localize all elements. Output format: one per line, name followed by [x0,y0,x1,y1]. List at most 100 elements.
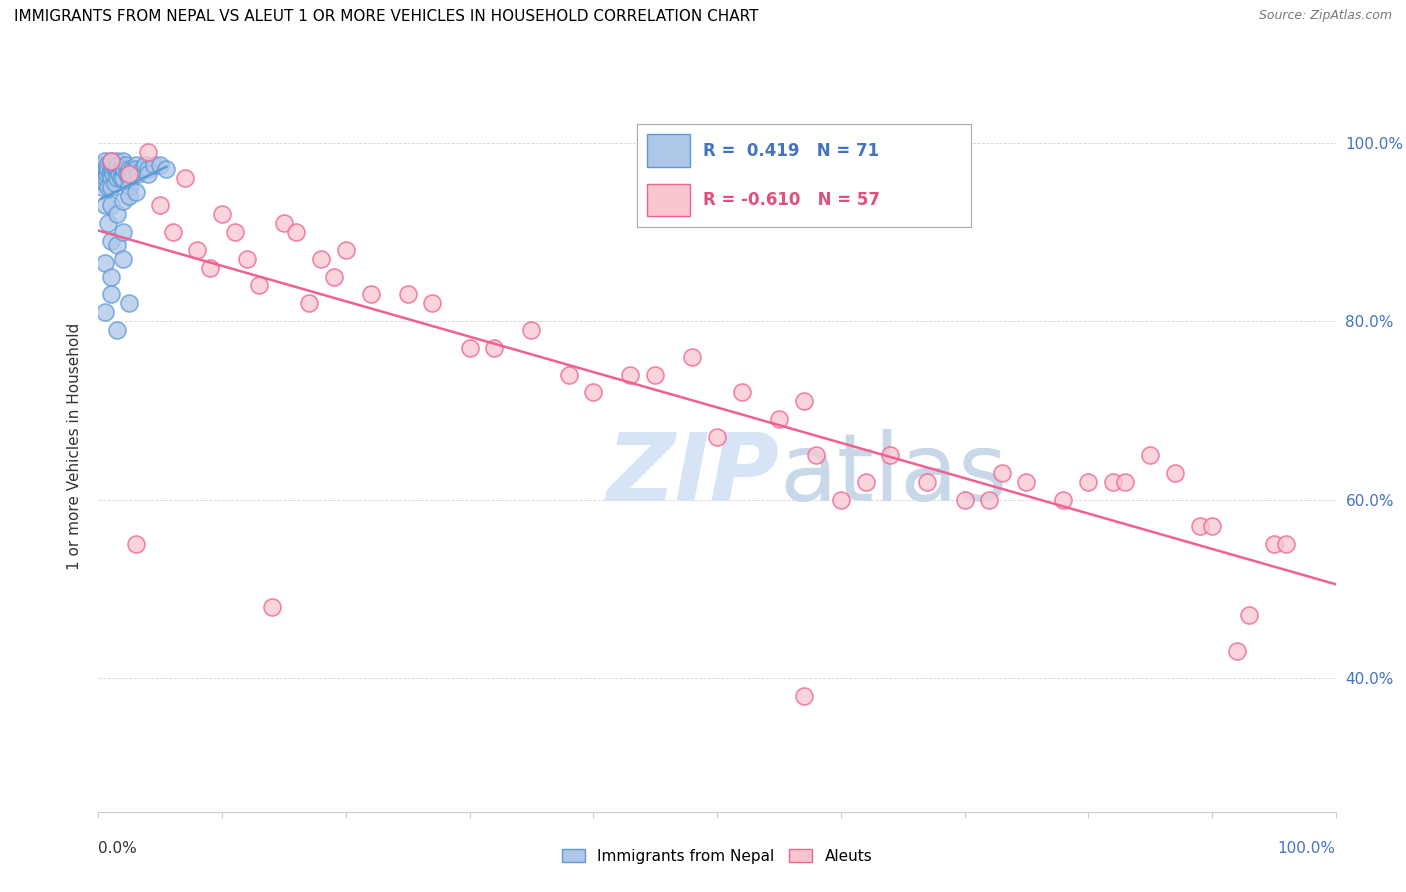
Bar [647,135,690,167]
Point [979,492,1001,507]
Point [112,252,135,266]
Point [111,158,134,172]
Point [91,180,114,194]
Point [136,145,159,159]
Point [131,162,153,177]
Point [93,153,115,168]
Point [93,176,115,190]
Text: atlas: atlas [779,429,1007,521]
Point [211,207,233,221]
Point [422,296,444,310]
Point [105,162,128,177]
Point [122,167,145,181]
Point [105,153,128,168]
Point [298,296,321,310]
Point [100,162,122,177]
Point [1188,519,1211,533]
Point [149,198,172,212]
Point [260,599,283,614]
Point [1139,448,1161,462]
Point [143,158,166,172]
Point [1102,475,1125,489]
Point [520,323,543,337]
Text: 0.0%: 0.0% [98,841,138,856]
Point [118,171,141,186]
Point [247,278,270,293]
Point [1201,519,1223,533]
Point [557,368,579,382]
Point [879,448,901,462]
Point [100,153,122,168]
Point [112,225,135,239]
Point [1077,475,1099,489]
Point [706,430,728,444]
Point [917,475,939,489]
Point [93,158,115,172]
Point [100,287,122,301]
Point [105,323,128,337]
Point [112,153,135,168]
Point [107,158,129,172]
Point [990,466,1012,480]
Point [103,176,125,190]
Point [100,171,122,186]
Bar [647,184,690,217]
Point [198,260,221,275]
Point [273,216,295,230]
Point [830,492,852,507]
Point [134,158,156,172]
Point [793,689,815,703]
Point [396,287,419,301]
Point [105,207,128,221]
Point [458,341,481,355]
Point [96,158,118,172]
Point [124,162,146,177]
Point [100,234,122,248]
Point [855,475,877,489]
Text: R = -0.610   N = 57: R = -0.610 N = 57 [703,191,880,209]
Point [93,198,115,212]
Point [98,167,121,181]
Point [1226,644,1249,658]
Point [93,162,115,177]
Point [97,180,120,194]
Point [174,171,197,186]
Point [103,162,125,177]
Point [96,167,118,181]
Point [1015,475,1038,489]
Point [93,256,115,270]
Point [112,194,135,208]
Point [112,171,135,186]
Point [619,368,641,382]
Point [1237,608,1260,623]
Point [118,296,141,310]
Point [162,225,184,239]
Point [124,537,146,551]
Point [236,252,259,266]
Legend: Immigrants from Nepal, Aleuts: Immigrants from Nepal, Aleuts [555,843,879,870]
Point [285,225,308,239]
Point [1263,537,1285,551]
Point [100,180,122,194]
Point [100,153,122,168]
Point [124,158,146,172]
Point [110,162,132,177]
Point [804,448,827,462]
Point [100,269,122,284]
Point [90,162,112,177]
Point [793,394,815,409]
Text: R =  0.419   N = 71: R = 0.419 N = 71 [703,142,880,160]
Point [94,171,117,186]
Point [768,412,790,426]
Point [112,162,135,177]
Point [335,243,357,257]
Point [322,269,344,284]
Point [93,305,115,319]
Point [118,162,141,177]
Point [953,492,976,507]
Text: ZIP: ZIP [606,429,779,521]
Point [110,171,132,186]
Point [112,162,135,177]
Point [118,189,141,203]
Point [644,368,666,382]
